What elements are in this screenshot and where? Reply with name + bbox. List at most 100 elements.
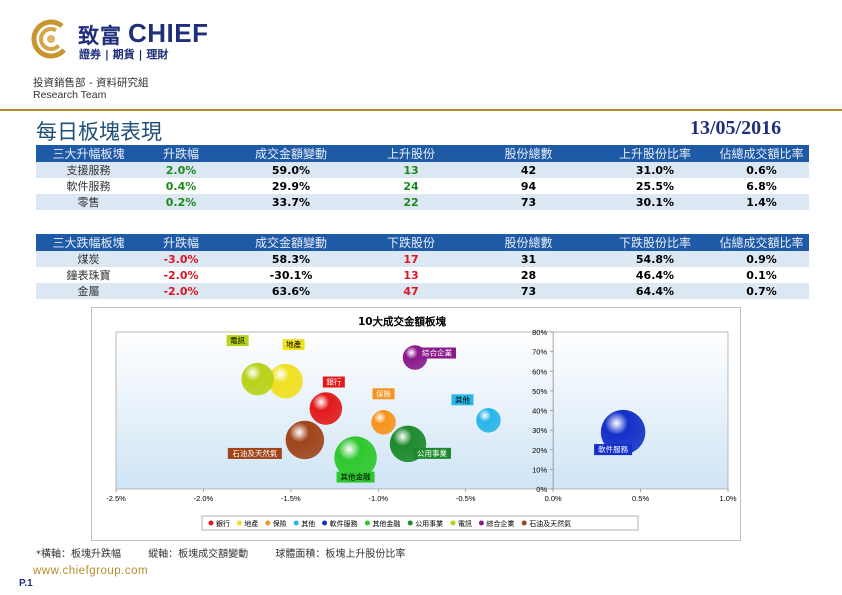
team-name: Research Team	[33, 89, 107, 101]
losers-header-row: 三大跌幅板塊 升跌幅 成交金額變動 下跌股份 股份總數 下跌股份比率 佔總成交額…	[36, 234, 809, 251]
sector-change: 0.2%	[141, 194, 221, 210]
bubble-label-bg	[418, 347, 457, 359]
legend-label: 保險	[273, 519, 287, 528]
gainers-col-total-stocks: 股份總數	[461, 145, 596, 162]
sector-name: 煤炭	[36, 251, 141, 267]
rising-ratio: 31.0%	[596, 162, 714, 178]
legend-marker	[236, 520, 242, 526]
bubble-label-bg	[372, 388, 395, 400]
sector-name: 軟件服務	[66, 180, 111, 193]
bubble-保險	[371, 410, 396, 435]
table-row: 金屬 -2.0% 63.6% 47 73 64.4% 0.7%	[36, 283, 809, 299]
gainers-table: 三大升幅板塊 升跌幅 成交金額變動 上升股份 股份總數 上升股份比率 佔總成交額…	[36, 145, 809, 210]
losers-col-turnover-share: 佔總成交額比率	[714, 234, 809, 251]
bubble-label: 其他	[455, 394, 470, 404]
turnover-share: 0.6%	[714, 162, 809, 178]
bubble-label: 其他金融	[341, 472, 371, 482]
turnover-change: 59.0%	[221, 162, 361, 178]
falling-ratio: 64.4%	[596, 283, 714, 299]
brand-name-zh: 致富	[78, 24, 122, 48]
chart-title: 10大成交金額板塊	[358, 315, 447, 328]
legend-label: 電訊	[458, 519, 472, 528]
falling-ratio: 46.4%	[635, 268, 675, 282]
y-tick-label: 40%	[532, 407, 547, 416]
rising-stocks: 24	[403, 179, 419, 193]
bubble-chart: 10大成交金額板塊 0% 10% 20% 30% 40% 50% 60% 70% 80% -2.5…	[106, 315, 737, 531]
total-stocks: 28	[520, 268, 537, 282]
bubble-銀行	[309, 392, 343, 425]
bubble-label-bg	[322, 376, 345, 388]
sector-name: 鐘表珠寶	[66, 269, 111, 282]
bubble-label: 公用事業	[417, 448, 447, 458]
sector-change: -3.0%	[141, 251, 221, 267]
gainers-col-change: 升跌幅	[141, 145, 221, 162]
x-tick-label: -1.0%	[368, 494, 388, 503]
losers-col-falling-stocks: 下跌股份	[361, 234, 461, 251]
report-date: 13/05/2016	[690, 117, 782, 139]
turnover-share: 0.7%	[714, 283, 809, 299]
department: 投資銷售部 - 資料研究組	[33, 77, 149, 89]
rising-stocks: 22	[361, 194, 461, 210]
y-tick-label: 20%	[532, 446, 547, 455]
bubble-label: 地產	[286, 339, 301, 349]
losers-col-sector: 三大跌幅板塊	[36, 234, 141, 251]
turnover-share: 6.8%	[746, 179, 777, 193]
x-tick-label: -2.5%	[106, 494, 126, 503]
rising-ratio: 30.1%	[596, 194, 714, 210]
bubble-label-bg	[594, 444, 633, 456]
page-title: 每日板塊表現	[36, 120, 162, 144]
gainers-col-turnover-change: 成交金額變動	[221, 145, 361, 162]
sector-name: 零售	[36, 194, 141, 210]
bubble-石油及天然氣	[285, 420, 325, 460]
y-tick-label: 10%	[532, 465, 547, 474]
legend-marker	[407, 520, 413, 526]
bubble-chart-panel: 10大成交金額板塊 0% 10% 20% 30% 40% 50% 60% 70% 80% -2.5…	[91, 307, 741, 541]
legend-marker	[450, 520, 456, 526]
rising-ratio: 25.5%	[635, 179, 675, 193]
turnover-change: 29.9%	[271, 179, 311, 193]
legend-label: 地產	[244, 519, 258, 528]
gainers-col-rising-stocks: 上升股份	[361, 145, 461, 162]
footnote-bubble-size: 球體面積：板塊上升股份比率	[275, 549, 406, 560]
x-tick-label: 0.5%	[632, 494, 649, 503]
total-stocks: 73	[461, 194, 596, 210]
footnote-x-axis: *橫軸：板塊升跌幅	[36, 549, 121, 560]
turnover-share: 0.1%	[746, 268, 777, 282]
legend-box	[201, 515, 639, 531]
turnover-share: 0.9%	[714, 251, 809, 267]
gainers-col-sector: 三大升幅板塊	[36, 145, 141, 162]
losers-col-falling-ratio: 下跌股份比率	[596, 234, 714, 251]
gainers-col-turnover-share: 佔總成交額比率	[714, 145, 809, 162]
y-tick-label: 30%	[532, 426, 547, 435]
table-row: 支援服務 2.0% 59.0% 13 42 31.0% 0.6%	[36, 162, 809, 178]
chief-logo	[31, 19, 75, 63]
website-link[interactable]: www.chiefgroup.com	[33, 565, 149, 577]
gainers-header-row: 三大升幅板塊 升跌幅 成交金額變動 上升股份 股份總數 上升股份比率 佔總成交額…	[36, 145, 809, 162]
legend-marker	[478, 520, 484, 526]
legend-label: 軟件服務	[330, 519, 358, 528]
x-tick-label: 1.0%	[719, 494, 736, 503]
bubble-其他	[476, 408, 501, 433]
legend-marker	[521, 520, 527, 526]
table-row: 鐘表珠寶 -2.0% -30.1% 13 28 46.4% 0.1%	[36, 267, 809, 283]
bubble-label: 保險	[376, 388, 391, 398]
legend-label: 綜合企業	[486, 519, 514, 528]
x-tick-label: -0.5%	[456, 494, 476, 503]
legend-label: 公用事業	[415, 519, 443, 528]
header-divider	[0, 109, 842, 111]
turnover-change: 58.3%	[221, 251, 361, 267]
bubble-電訊	[241, 362, 274, 396]
sector-name: 金屬	[36, 283, 141, 299]
legend-marker	[265, 520, 271, 526]
gainers-col-rising-ratio: 上升股份比率	[596, 145, 714, 162]
bubble-label: 軟件服務	[598, 444, 628, 454]
table-row: 零售 0.2% 33.7% 22 73 30.1% 1.4%	[36, 194, 809, 210]
falling-stocks: 47	[361, 283, 461, 299]
legend-marker	[208, 520, 214, 526]
table-row: 軟件服務 0.4% 29.9% 24 94 25.5% 6.8%	[36, 178, 809, 194]
sector-change: 2.0%	[141, 162, 221, 178]
total-stocks: 73	[461, 283, 596, 299]
sector-change: -2.0%	[163, 268, 199, 282]
legend-marker	[364, 520, 370, 526]
x-tick-label: -1.5%	[281, 494, 301, 503]
